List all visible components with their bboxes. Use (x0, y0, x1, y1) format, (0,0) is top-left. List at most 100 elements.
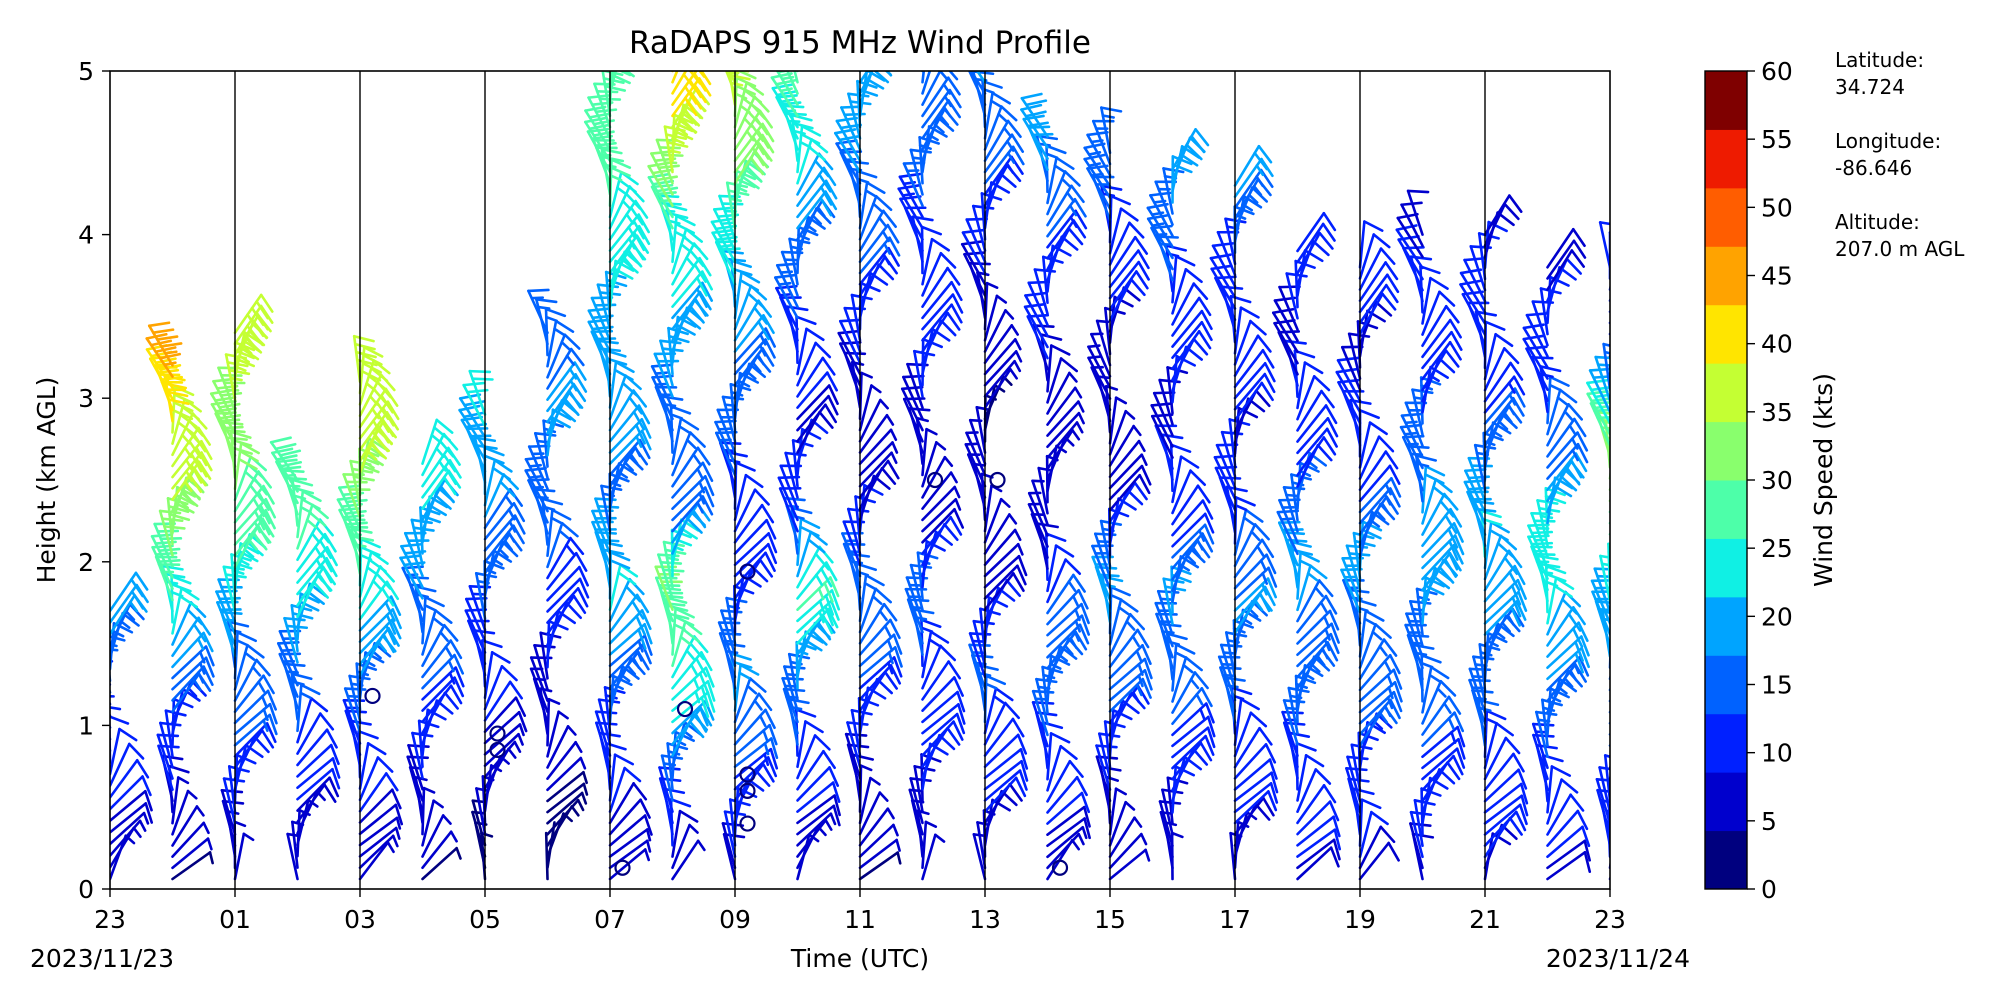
wind-barb (1608, 521, 1610, 525)
wind-barb (1233, 771, 1279, 803)
wind-barb (1296, 594, 1338, 634)
wind-barb (1046, 759, 1084, 803)
wind-barb (796, 179, 838, 219)
wind-barb (1483, 387, 1526, 425)
wind-barb (358, 816, 402, 847)
wind-barb (1171, 469, 1207, 515)
wind-barb (1358, 623, 1392, 669)
wind-barb (1046, 558, 1082, 604)
wind-barb (468, 369, 494, 416)
wind-barb (1483, 590, 1528, 625)
wind-barb (733, 133, 775, 174)
wind-barb (1171, 268, 1203, 315)
wind-barb (483, 524, 525, 564)
wind-barb (1358, 261, 1399, 302)
colorbar-tick-label: 40 (1761, 330, 1793, 359)
wind-barb (1546, 778, 1579, 825)
y-tick-label: 4 (78, 221, 94, 250)
wind-barb (1296, 632, 1340, 668)
wind-barb (1483, 722, 1514, 770)
wind-barb (1233, 306, 1260, 355)
wind-barb (336, 495, 367, 542)
wind-barb (858, 823, 899, 858)
wind-barb (774, 273, 799, 320)
wind-barb (483, 747, 517, 790)
colorbar-tick-label: 5 (1761, 807, 1777, 836)
y-tick-label: 2 (78, 548, 94, 577)
wind-barb (1046, 197, 1087, 238)
wind-barb (858, 851, 902, 881)
wind-barb (983, 733, 1028, 769)
colorbar-tick-label: 30 (1761, 466, 1793, 495)
wind-barb (1483, 361, 1524, 403)
wind-barb (858, 646, 903, 679)
wind-barb (770, 72, 799, 118)
wind-barb (358, 826, 401, 858)
wind-barb (1296, 828, 1342, 858)
wind-barb (1233, 553, 1277, 590)
wind-barb (421, 676, 465, 712)
wind-barb (171, 440, 213, 479)
wind-barb (796, 781, 841, 813)
wind-barb (1108, 677, 1152, 713)
wind-barb (796, 384, 839, 421)
wind-barb (983, 350, 1023, 387)
wind-barb (733, 503, 775, 544)
wind-barb (858, 181, 886, 230)
wind-barb (608, 418, 652, 454)
wind-barb (1046, 832, 1085, 870)
wind-barb (1546, 442, 1589, 480)
colorbar-tick-label: 50 (1761, 193, 1793, 222)
wind-barb (1296, 564, 1328, 612)
wind-barb (858, 441, 899, 477)
wind-barb (1233, 758, 1278, 791)
wind-barb (1358, 421, 1388, 469)
wind-barb (608, 593, 650, 634)
wind-barb (1546, 793, 1585, 836)
wind-barb (796, 589, 841, 623)
wind-barb (171, 805, 205, 847)
wind-barb (1296, 211, 1337, 253)
wind-barb (546, 791, 588, 825)
wind-barb (358, 595, 402, 632)
wind-barb (1459, 279, 1487, 325)
wind-barb (1421, 679, 1457, 725)
wind-barb (1233, 144, 1273, 187)
wind-barb (1483, 768, 1528, 803)
colorbar-tick-label: 20 (1761, 602, 1793, 631)
wind-barb (975, 71, 987, 84)
longitude-value: -86.646 (1835, 156, 1912, 180)
wind-barb (1108, 235, 1149, 277)
wind-barb (796, 327, 825, 376)
wind-barb (900, 385, 924, 432)
wind-barb (1608, 509, 1610, 514)
wind-barb (357, 730, 379, 779)
wind-barb (546, 805, 580, 847)
wind-barb (171, 451, 213, 490)
wind-barb (296, 532, 337, 573)
wind-barb (733, 756, 778, 791)
wind-barb (358, 756, 394, 802)
wind-barb (850, 708, 873, 757)
wind-barb (983, 542, 1024, 578)
y-tick-label: 5 (78, 57, 94, 86)
wind-barb (1046, 589, 1089, 626)
wind-barb (1483, 736, 1521, 781)
wind-barb (421, 799, 444, 847)
wind-barb (983, 564, 1027, 600)
wind-barb (1483, 194, 1523, 236)
wind-barb (110, 819, 147, 857)
wind-barb (546, 770, 588, 803)
wind-barb (793, 71, 799, 84)
wind-barb (1213, 454, 1237, 501)
calm-marker (489, 725, 506, 742)
wind-barb (1296, 784, 1337, 825)
wind-barb (1108, 585, 1131, 635)
wind-barb (1108, 221, 1145, 266)
colorbar-ticks: 0 5 10 15 20 25 30 35 40 45 50 55 60 (1747, 57, 1793, 904)
wind-barb (858, 776, 881, 825)
wind-barb (1606, 809, 1610, 859)
wind-barb (846, 721, 869, 769)
wind-barb (1358, 487, 1401, 525)
wind-barb (296, 757, 341, 790)
